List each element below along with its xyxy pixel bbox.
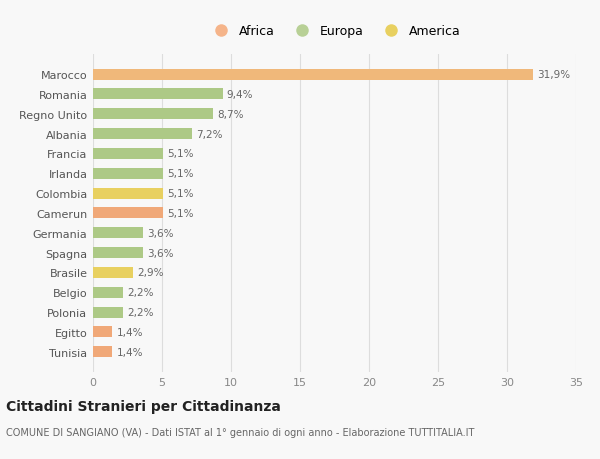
- Bar: [93, 149, 163, 160]
- Bar: [93, 247, 143, 258]
- Text: 7,2%: 7,2%: [197, 129, 223, 139]
- Bar: [93, 89, 223, 100]
- Bar: [93, 347, 112, 358]
- Text: 31,9%: 31,9%: [538, 70, 571, 80]
- Bar: [93, 287, 124, 298]
- Text: 5,1%: 5,1%: [167, 189, 194, 199]
- Bar: [93, 307, 124, 318]
- Bar: [93, 188, 163, 199]
- Text: 1,4%: 1,4%: [116, 327, 143, 337]
- Bar: [93, 327, 112, 338]
- Text: 5,1%: 5,1%: [167, 208, 194, 218]
- Text: 3,6%: 3,6%: [147, 248, 173, 258]
- Text: 8,7%: 8,7%: [217, 110, 244, 119]
- Bar: [93, 109, 213, 120]
- Legend: Africa, Europa, America: Africa, Europa, America: [204, 20, 465, 43]
- Text: 2,2%: 2,2%: [128, 308, 154, 317]
- Bar: [93, 228, 143, 239]
- Bar: [93, 267, 133, 278]
- Text: 2,2%: 2,2%: [128, 288, 154, 297]
- Bar: [93, 69, 533, 80]
- Text: 5,1%: 5,1%: [167, 169, 194, 179]
- Text: 3,6%: 3,6%: [147, 228, 173, 238]
- Bar: [93, 129, 193, 140]
- Text: 9,4%: 9,4%: [227, 90, 253, 100]
- Text: 1,4%: 1,4%: [116, 347, 143, 357]
- Text: 2,9%: 2,9%: [137, 268, 164, 278]
- Text: Cittadini Stranieri per Cittadinanza: Cittadini Stranieri per Cittadinanza: [6, 399, 281, 413]
- Bar: [93, 208, 163, 219]
- Text: COMUNE DI SANGIANO (VA) - Dati ISTAT al 1° gennaio di ogni anno - Elaborazione T: COMUNE DI SANGIANO (VA) - Dati ISTAT al …: [6, 427, 475, 437]
- Text: 5,1%: 5,1%: [167, 149, 194, 159]
- Bar: [93, 168, 163, 179]
